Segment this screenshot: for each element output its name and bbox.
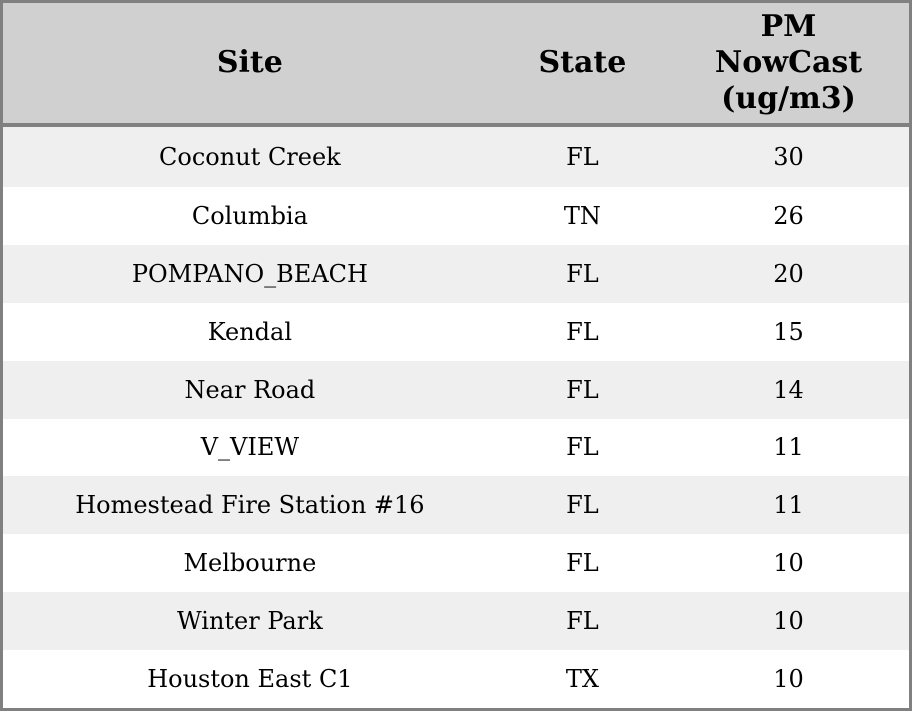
- table-body: Coconut Creek FL 30 Columbia TN 26 POMPA…: [3, 125, 909, 708]
- state-cell: FL: [566, 143, 599, 171]
- pm-value-cell: 10: [773, 549, 804, 578]
- state-cell: FL: [566, 317, 599, 346]
- table-row: Near Road FL 14: [3, 360, 909, 419]
- site-cell: Houston East C1: [147, 665, 353, 693]
- pm-value-cell: 11: [773, 433, 804, 462]
- pm-value-cell: 20: [773, 259, 804, 288]
- site-cell: Homestead Fire Station #16: [75, 491, 425, 520]
- pm-value-cell: 14: [773, 375, 804, 404]
- table-row: Kendal FL 15: [3, 302, 909, 361]
- site-cell: Winter Park: [177, 607, 323, 636]
- state-cell: FL: [566, 259, 599, 288]
- column-header-state: State: [496, 3, 668, 127]
- state-cell: FL: [566, 491, 599, 520]
- table-row: Coconut Creek FL 30: [3, 125, 909, 188]
- state-cell: FL: [566, 433, 599, 462]
- site-cell: Coconut Creek: [159, 143, 341, 171]
- pm-value-cell: 30: [773, 143, 804, 171]
- pm-nowcast-table: Site State PM NowCast (ug/m3) Coconut Cr…: [3, 3, 909, 708]
- state-cell: FL: [566, 607, 599, 636]
- table-header: Site State PM NowCast (ug/m3): [3, 3, 909, 127]
- site-cell: V_VIEW: [200, 433, 300, 462]
- pm-value-cell: 26: [773, 201, 804, 230]
- state-cell: TN: [563, 201, 601, 230]
- state-cell: FL: [566, 549, 599, 578]
- table-row: Winter Park FL 10: [3, 592, 909, 651]
- table-row: POMPANO_BEACH FL 20: [3, 244, 909, 303]
- table-row: Melbourne FL 10: [3, 534, 909, 593]
- column-header-site: Site: [3, 3, 497, 127]
- pm-value-cell: 10: [773, 607, 804, 636]
- site-cell: Columbia: [191, 201, 308, 230]
- site-cell: POMPANO_BEACH: [131, 259, 368, 288]
- column-header-pm-nowcast: PM NowCast (ug/m3): [668, 3, 909, 127]
- header-row: Site State PM NowCast (ug/m3): [3, 3, 909, 127]
- site-cell: Near Road: [184, 375, 316, 404]
- site-cell: Kendal: [207, 317, 293, 346]
- state-cell: TX: [565, 665, 599, 693]
- state-cell: FL: [566, 375, 599, 404]
- table-row: Homestead Fire Station #16 FL 11: [3, 476, 909, 535]
- table-row: Columbia TN 26: [3, 187, 909, 245]
- table-row: Houston East C1 TX 10: [3, 650, 909, 708]
- site-cell: Melbourne: [183, 549, 317, 578]
- pm-value-cell: 11: [773, 491, 804, 520]
- pm-value-cell: 15: [773, 317, 804, 346]
- pm-value-cell: 10: [773, 665, 804, 693]
- table-row: V_VIEW FL 11: [3, 418, 909, 477]
